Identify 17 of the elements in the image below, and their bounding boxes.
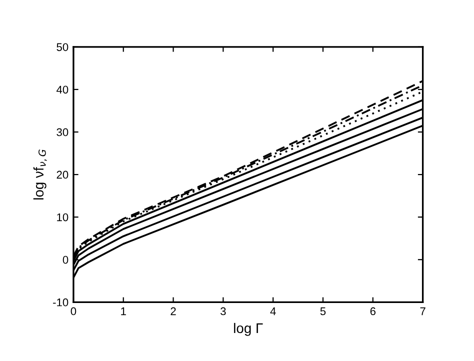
y-tick-label: -10 bbox=[53, 298, 68, 306]
x-tick-label: 7 bbox=[420, 307, 426, 316]
x-tick-label: 5 bbox=[320, 307, 326, 316]
x-tick-label: 2 bbox=[170, 307, 176, 316]
y-tick-label: 50 bbox=[56, 43, 68, 52]
x-tick-label: 1 bbox=[121, 307, 126, 316]
y-axis-title: log νf$_{ν,G}$ bbox=[33, 150, 47, 200]
x-tick-label: 0 bbox=[70, 307, 76, 316]
y-tick-label: 30 bbox=[56, 128, 68, 136]
x-axis-title: log Γ bbox=[234, 322, 263, 336]
y-tick-label: 20 bbox=[56, 170, 68, 179]
x-tick-label: 3 bbox=[220, 307, 226, 316]
y-tick-label: 0 bbox=[62, 256, 68, 264]
y-tick-label: 40 bbox=[56, 86, 68, 94]
y-tick-label: 10 bbox=[57, 213, 68, 222]
x-tick-label: 6 bbox=[370, 307, 376, 316]
x-tick-label: 4 bbox=[270, 307, 276, 316]
